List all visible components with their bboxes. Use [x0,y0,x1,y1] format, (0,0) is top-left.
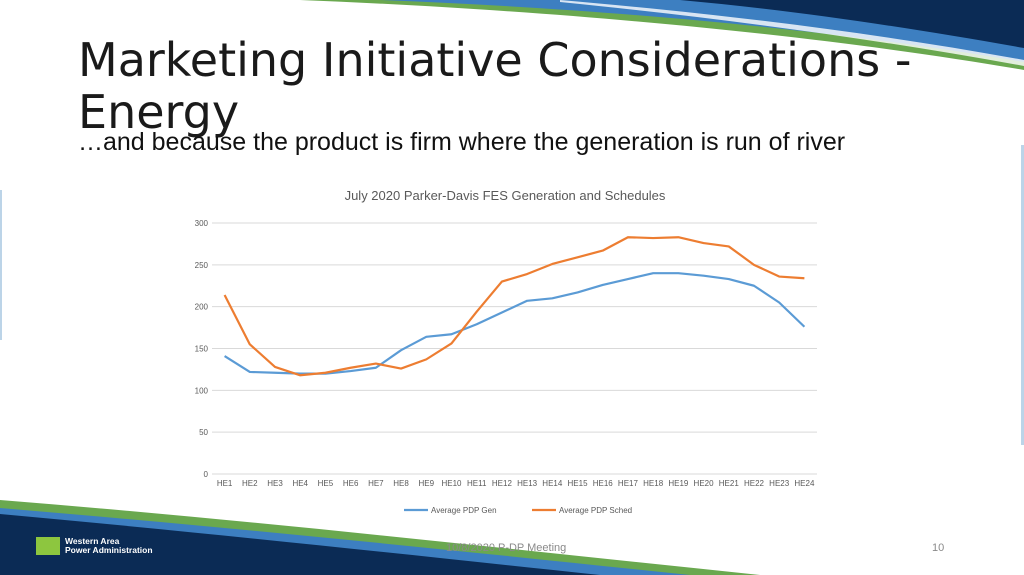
x-tick-label: HE16 [593,479,614,488]
page-number: 10 [932,542,945,554]
x-tick-label: HE12 [492,479,513,488]
top-navy-swoosh [680,0,1024,48]
left-edge-line [0,190,2,340]
series-line-1 [224,272,806,375]
x-tick-label: HE2 [242,479,258,488]
y-tick-label: 0 [204,470,209,479]
page-subtitle: …and because the product is firm where t… [78,128,846,156]
x-tick-label: HE5 [318,479,334,488]
x-tick-label: HE14 [542,479,563,488]
logo-line-1: Western Area [65,536,120,546]
x-tick-label: HE20 [694,479,715,488]
chart-title: July 2020 Parker-Davis FES Generation an… [344,188,666,203]
y-tick-label: 50 [199,428,208,437]
x-tick-label: HE19 [668,479,689,488]
x-tick-label: HE10 [441,479,462,488]
x-tick-label: HE7 [368,479,384,488]
bottom-navy-swoosh [0,514,600,575]
y-tick-label: 100 [195,386,209,395]
x-tick-label: HE6 [343,479,359,488]
wapa-logo: Western Area Power Administration [36,537,153,555]
right-edge-line [1021,145,1024,445]
x-tick-label: HE24 [794,479,815,488]
footer-meeting: 10/8/2020 P-DP Meeting [446,542,567,554]
series-line-2 [223,236,805,377]
top-white-curve [560,0,1024,66]
x-tick-label: HE11 [467,479,487,488]
legend-label-2: Average PDP Sched [559,506,632,515]
y-tick-label: 200 [195,303,209,312]
x-tick-label: HE9 [418,479,434,488]
x-tick-label: HE23 [769,479,790,488]
x-tick-label: HE15 [568,479,589,488]
x-tick-label: HE1 [217,479,233,488]
logo-line-2: Power Administration [65,545,153,555]
y-tick-label: 150 [195,345,209,354]
x-tick-label: HE13 [517,479,538,488]
x-tick-label: HE3 [267,479,283,488]
y-tick-label: 300 [195,219,209,228]
legend-label-1: Average PDP Gen [431,506,497,515]
x-tick-label: HE4 [292,479,308,488]
x-tick-label: HE21 [719,479,740,488]
x-tick-label: HE17 [618,479,639,488]
x-tick-label: HE18 [643,479,664,488]
x-tick-label: HE8 [393,479,409,488]
x-tick-label: HE22 [744,479,765,488]
y-tick-label: 250 [195,261,209,270]
logo-mark-icon [36,537,60,555]
page-title: Marketing Initiative Considerations - En… [78,33,912,139]
